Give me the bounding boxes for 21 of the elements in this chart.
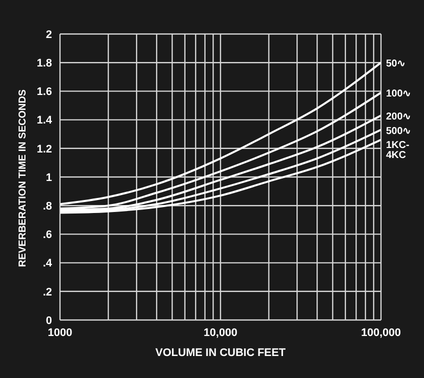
series-label: 200∿	[386, 112, 411, 123]
x-tick-label: 10,000	[204, 326, 238, 339]
y-tick-label: .2	[42, 286, 52, 298]
series-label: 500∿	[386, 126, 411, 137]
x-tick-label: 100,000	[361, 326, 401, 339]
y-tick-label: 1.2	[36, 143, 52, 156]
x-tick-label: 1000	[48, 326, 72, 339]
y-tick-label: 1.8	[36, 58, 52, 70]
y-tick-label: .8	[42, 200, 52, 213]
y-tick-label: 1.4	[36, 114, 53, 127]
y-tick-label: .4	[42, 258, 53, 270]
y-axis-title: REVERBERATION TIME IN SECONDS	[18, 89, 29, 267]
y-tick-label: 0	[46, 314, 52, 327]
series-label: 100∿	[386, 88, 411, 100]
series-label: 50∿	[386, 58, 406, 70]
x-axis-title: VOLUME IN CUBIC FEET	[155, 347, 286, 359]
series-label: 1KC-4KC	[386, 140, 410, 161]
y-tick-label: .6	[42, 229, 52, 242]
y-tick-label: 2	[46, 28, 52, 41]
y-tick-label: 1	[46, 172, 52, 184]
y-tick-label: 1.6	[36, 86, 52, 98]
